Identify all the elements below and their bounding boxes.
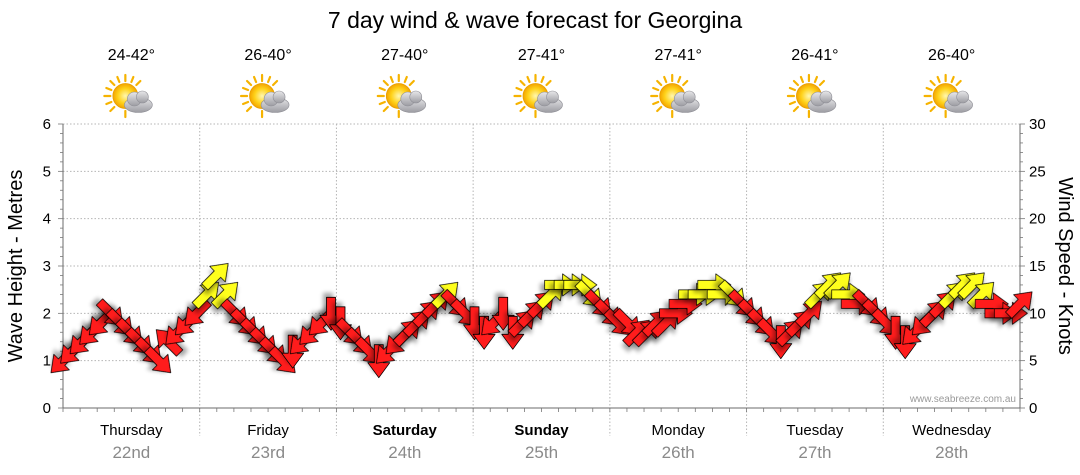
day-forecast-sunday: 27-41° [513,47,565,119]
left-tick-label: 3 [43,258,51,275]
wind-speed-axis: 0 5 10 15 20 25 30 [1019,116,1046,417]
wind-arrow [191,281,220,310]
right-tick-label: 15 [1029,258,1046,275]
wind-arrow-shape [1005,291,1033,319]
day-date-label: 22nd [112,443,150,462]
left-axis-title: Wave Height - Metres [5,170,27,363]
credit-text: www.seabreeze.com.au [909,394,1016,405]
day-name-label: Wednesday [912,422,991,439]
day-name-label: Monday [652,422,706,439]
temperature-range: 24-42° [108,47,155,64]
day-forecast-tuesday: 26-41° [786,47,839,119]
wind-arrow-shape [201,263,229,291]
wind-arrow [210,281,239,310]
day-name-label: Sunday [514,422,569,439]
left-tick-label: 1 [43,353,51,370]
wind-arrow-shape [794,300,822,329]
day-labels: Thursday 22nd Friday 23rd Saturday 24th Sunday… [100,422,992,462]
day-name-label: Saturday [373,422,438,439]
right-tick-label: 10 [1029,305,1046,322]
day-date-label: 28th [935,443,968,462]
plot-grid [62,123,1021,436]
left-tick-label: 4 [43,211,51,228]
day-date-label: 25th [525,443,558,462]
temperature-range: 27-40° [381,47,428,64]
day-forecast-friday: 26-40° [239,47,292,119]
day-name-label: Friday [247,422,289,439]
wind-arrow [201,263,229,291]
partly-cloudy-icon [786,73,838,119]
day-date-label: 23rd [251,443,285,462]
day-date-label: 24th [388,443,421,462]
partly-cloudy-icon [923,73,974,119]
wave-height-axis: 0 1 2 3 4 5 6 [43,116,64,417]
partly-cloudy-icon [239,73,291,119]
partly-cloudy-icon [103,73,154,119]
wind-arrow [794,300,822,329]
partly-cloudy-icon [650,73,701,119]
day-date-label: 26th [662,443,695,462]
left-tick-label: 0 [43,400,51,417]
right-tick-label: 5 [1029,353,1037,370]
left-tick-label: 2 [43,305,51,322]
day-name-label: Tuesday [786,422,843,439]
wind-arrow-shape [210,281,239,310]
temperature-range: 26-41° [791,47,838,64]
chart-title: 7 day wind & wave forecast for Georgina [328,7,742,33]
wind-arrow-shape [191,281,220,310]
temperature-range: 27-41° [655,47,702,64]
day-name-label: Thursday [100,422,163,439]
temperature-range: 26-40° [244,47,291,64]
day-forecast-saturday: 27-40° [376,47,428,119]
right-tick-label: 20 [1029,211,1046,228]
wind-arrows [50,263,1033,379]
day-forecast-row: 24-42° 26-40° 27-40° 27-41° 27-41° 26-41° 26-4… [103,47,975,119]
right-tick-label: 0 [1029,400,1037,417]
wind-arrow [1005,291,1033,319]
wind-arrow [143,345,172,374]
right-axis-title: Wind Speed - Knots [1054,177,1076,355]
left-tick-label: 6 [43,116,51,133]
wind-arrow-shape [957,272,985,300]
right-tick-label: 25 [1029,163,1046,180]
day-forecast-monday: 27-41° [650,47,702,119]
partly-cloudy-icon [376,73,427,119]
day-forecast-wednesday: 26-40° [923,47,975,119]
left-tick-label: 5 [43,163,51,180]
day-date-label: 27th [798,443,831,462]
day-forecast-thursday: 24-42° [103,47,155,119]
partly-cloudy-icon [513,73,564,119]
right-tick-label: 30 [1029,116,1046,133]
wind-arrow-shape [143,345,172,374]
wind-arrow [957,272,985,300]
temperature-range: 27-41° [518,47,565,64]
temperature-range: 26-40° [928,47,975,64]
